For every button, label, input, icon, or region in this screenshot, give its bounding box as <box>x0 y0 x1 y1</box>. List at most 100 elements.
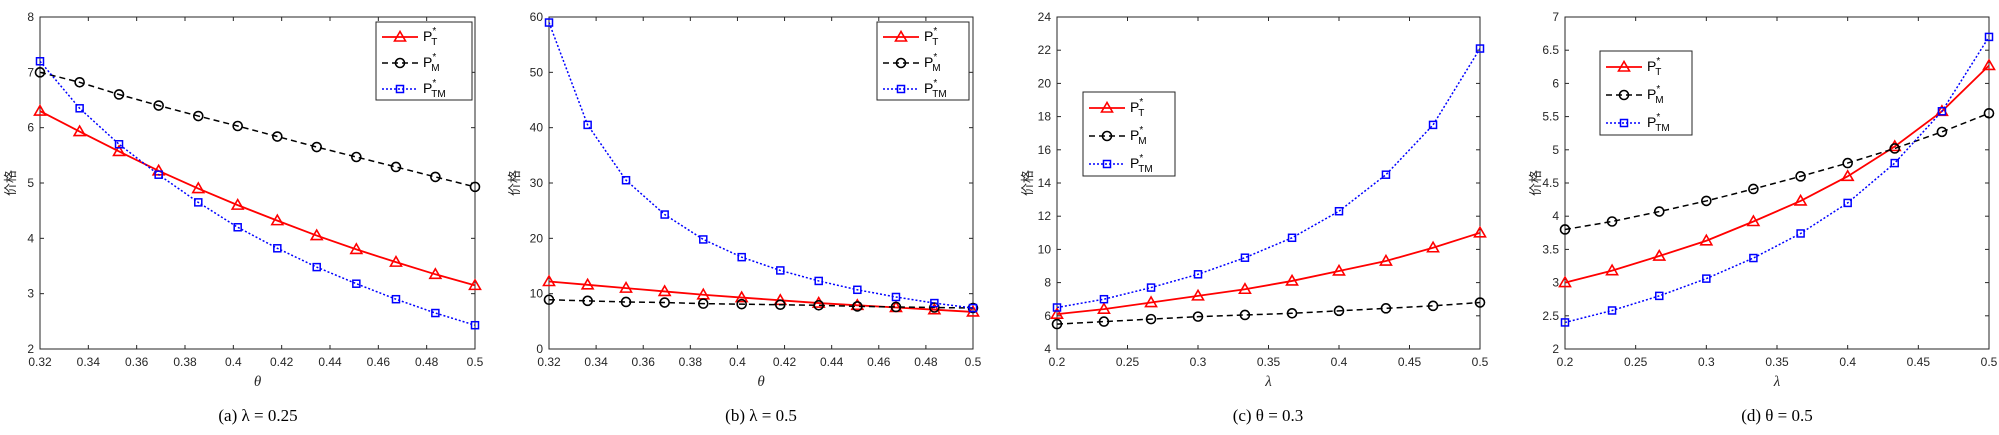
x-tick-label: 0.32 <box>28 355 52 369</box>
data-point-T <box>1746 214 1761 227</box>
y-axis-label: 价格 <box>3 170 19 196</box>
data-point-TM <box>154 170 163 179</box>
series-line-TM <box>1056 48 1481 309</box>
data-point-M <box>582 295 593 307</box>
legend-label-T: P* T <box>423 26 437 48</box>
legend-marker-M <box>394 57 406 69</box>
legend-marker-M <box>1618 89 1630 101</box>
panel-caption: (c) θ = 0.3 <box>1233 406 1304 425</box>
series-line-T <box>548 280 974 313</box>
x-tick-label: 0.48 <box>415 355 439 369</box>
data-point-T <box>542 274 556 287</box>
x-tick-label: 0.32 <box>537 355 561 369</box>
data-point-TM <box>273 244 282 253</box>
data-point-M <box>1795 171 1806 182</box>
data-point-M <box>1653 206 1665 217</box>
legend-label-superscript: * <box>933 52 937 63</box>
y-tick-label: 3 <box>27 287 34 301</box>
legend-label-TM: P* TM <box>423 78 446 100</box>
x-tick-label: 0.25 <box>1116 355 1140 369</box>
y-tick-label: 3.5 <box>1542 242 1559 256</box>
data-point-TM <box>1381 170 1391 179</box>
data-point-M <box>153 100 164 111</box>
data-point-T <box>468 278 482 291</box>
series-line-TM <box>39 60 476 326</box>
x-tick-label: 0.2 <box>1557 355 1574 369</box>
x-tick-label: 0.3 <box>1698 355 1715 369</box>
x-tick-label: 0.44 <box>820 355 844 369</box>
y-tick-label: 20 <box>530 231 544 245</box>
data-point-T <box>1793 193 1808 206</box>
y-axis-label: 价格 <box>507 170 523 196</box>
data-point-TM <box>312 262 321 272</box>
legend-label-main: P <box>1647 114 1656 130</box>
series-TM <box>35 57 480 330</box>
y-tick-label: 0 <box>536 342 543 356</box>
legend-label-subscript: T <box>932 37 938 48</box>
series-line-M <box>548 299 974 309</box>
series-TM <box>1560 32 1994 327</box>
data-point-TM <box>930 298 939 308</box>
y-tick-label: 5 <box>1552 143 1559 157</box>
data-point-T <box>1652 248 1667 261</box>
y-tick-label: 14 <box>1038 176 1052 190</box>
data-point-TM <box>352 279 361 288</box>
y-tick-label: 8 <box>27 10 34 24</box>
data-point-M <box>1380 303 1392 314</box>
data-point-T <box>349 242 364 255</box>
data-point-TM <box>544 18 554 27</box>
legend-label-superscript: * <box>432 78 436 89</box>
data-point-T <box>428 267 443 280</box>
data-point-M <box>890 301 902 313</box>
data-point-TM <box>1334 206 1344 216</box>
chart-panel-4: 0.2 0.25 0.3 0.35 0.4 0.45 0.5 2 2.5 3 3.5 4 4.5 5 5.5… <box>1528 10 1998 425</box>
legend-label-superscript: * <box>1139 153 1143 164</box>
data-point-T <box>850 298 865 311</box>
legend-label-main: P <box>924 80 933 96</box>
x-tick-label: 0.42 <box>270 355 294 369</box>
legend-label-TM: P* TM <box>924 78 947 100</box>
legend-label-superscript: * <box>1656 56 1660 67</box>
data-point-M <box>1098 316 1110 327</box>
x-tick-label: 0.42 <box>773 355 797 369</box>
legend-label-superscript: * <box>1656 84 1660 95</box>
data-point-M <box>620 296 632 308</box>
x-tick-label: 0.36 <box>632 355 656 369</box>
data-point-M <box>1286 308 1298 319</box>
legend-label-main: P <box>1130 127 1139 143</box>
data-point-TM <box>1702 274 1711 283</box>
data-point-T <box>1426 240 1440 253</box>
panel-caption: (d) θ = 0.5 <box>1741 406 1813 425</box>
data-point-TM <box>891 292 901 302</box>
legend-label-T: P* T <box>1130 97 1144 119</box>
data-point-TM <box>1749 253 1758 263</box>
x-axis-label: λ <box>1264 374 1272 390</box>
series-M <box>543 294 979 314</box>
legend-label-main: P <box>423 80 432 96</box>
plot-area <box>1056 16 1481 350</box>
x-tick-label: 0.5 <box>1981 355 1998 369</box>
y-tick-label: 60 <box>530 10 544 24</box>
data-point-M <box>1192 311 1204 322</box>
legend-marker-T <box>1100 100 1114 113</box>
data-point-T <box>580 277 595 290</box>
y-tick-label: 6.5 <box>1542 43 1559 57</box>
x-tick-label: 0.4 <box>1331 355 1348 369</box>
legend-marker-T <box>393 29 407 42</box>
data-point-T <box>1050 307 1064 319</box>
data-point-TM <box>1890 158 1899 168</box>
legend-label-main: P <box>924 28 933 44</box>
data-point-TM <box>1240 253 1250 262</box>
y-tick-label: 7 <box>27 65 34 79</box>
data-point-TM <box>1655 291 1664 301</box>
data-point-T <box>1473 225 1487 238</box>
legend-marker-M <box>1101 130 1113 142</box>
data-point-T <box>1887 139 1902 152</box>
data-point-TM <box>1984 32 1994 42</box>
y-tick-label: 2.5 <box>1542 309 1559 323</box>
data-point-M <box>1983 107 1995 119</box>
x-axis-label: θ <box>757 374 765 390</box>
x-tick-label: 0.46 <box>367 355 391 369</box>
y-tick-label: 12 <box>1038 209 1052 223</box>
x-tick-label: 0.3 <box>1190 355 1207 369</box>
